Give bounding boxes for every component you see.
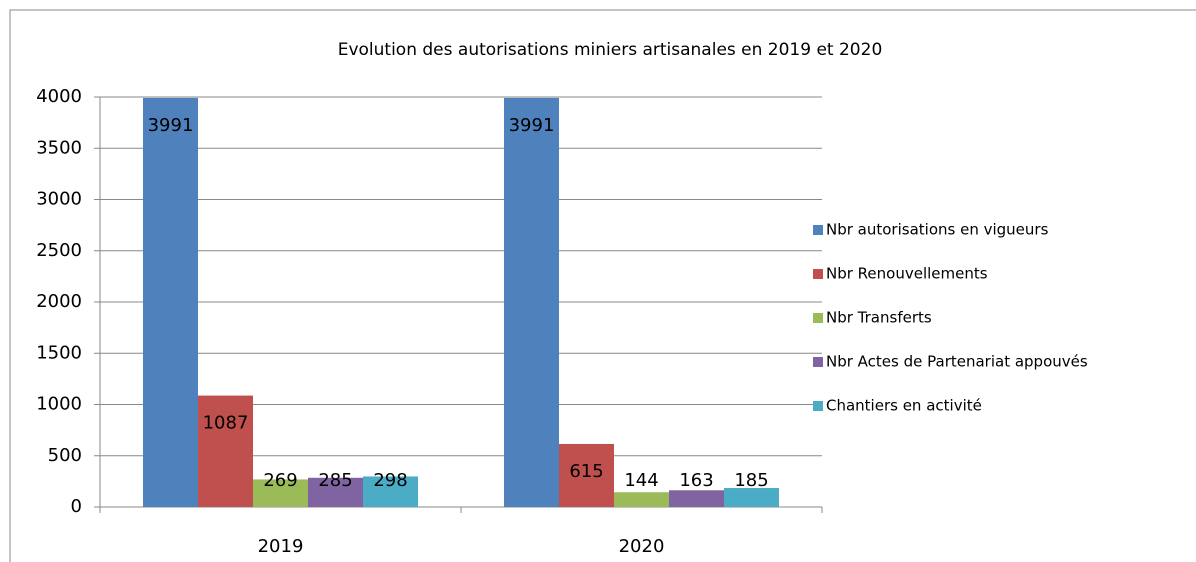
bar	[669, 490, 724, 507]
bar	[253, 479, 308, 507]
y-tick-label: 3000	[36, 189, 82, 210]
legend-label: Nbr autorisations en vigueurs	[826, 221, 1049, 239]
y-tick-label: 1500	[36, 342, 82, 363]
bar	[504, 97, 559, 508]
y-tick-label: 500	[48, 445, 82, 466]
y-tick-label: 2500	[36, 240, 82, 261]
bar	[363, 476, 418, 507]
data-label: 144	[624, 470, 658, 491]
legend-label: Chantiers en activité	[826, 397, 982, 415]
bar	[143, 97, 198, 508]
chart-title: Evolution des autorisations miniers arti…	[338, 40, 883, 60]
y-tick-label: 3500	[36, 137, 82, 158]
x-tick-label: 2019	[258, 536, 304, 557]
data-label: 615	[569, 461, 603, 482]
data-label: 3991	[148, 115, 194, 136]
y-tick-label: 0	[71, 496, 82, 517]
data-label: 163	[679, 470, 713, 491]
data-label: 285	[318, 470, 352, 491]
legend-swatch	[813, 225, 823, 235]
x-tick-label: 2020	[619, 536, 665, 557]
bar	[559, 443, 614, 507]
bar	[614, 492, 669, 507]
y-tick-label: 2000	[36, 291, 82, 312]
y-tick-label: 1000	[36, 394, 82, 415]
data-label: 269	[263, 470, 297, 491]
chart-frame	[9, 9, 1196, 562]
legend-label: Nbr Renouvellements	[826, 265, 988, 283]
legend-swatch	[813, 357, 823, 367]
legend-label: Nbr Transferts	[826, 309, 932, 327]
data-label: 3991	[509, 115, 555, 136]
data-label: 298	[373, 470, 407, 491]
data-label: 1087	[203, 413, 249, 434]
bar	[724, 488, 779, 507]
legend-swatch	[813, 269, 823, 279]
legend-label: Nbr Actes de Partenariat appouvés	[826, 353, 1088, 371]
y-tick-label: 4000	[36, 86, 82, 107]
legend-swatch	[813, 313, 823, 323]
bar	[198, 395, 253, 507]
legend-swatch	[813, 401, 823, 411]
data-label: 185	[734, 470, 768, 491]
bar	[308, 477, 363, 507]
